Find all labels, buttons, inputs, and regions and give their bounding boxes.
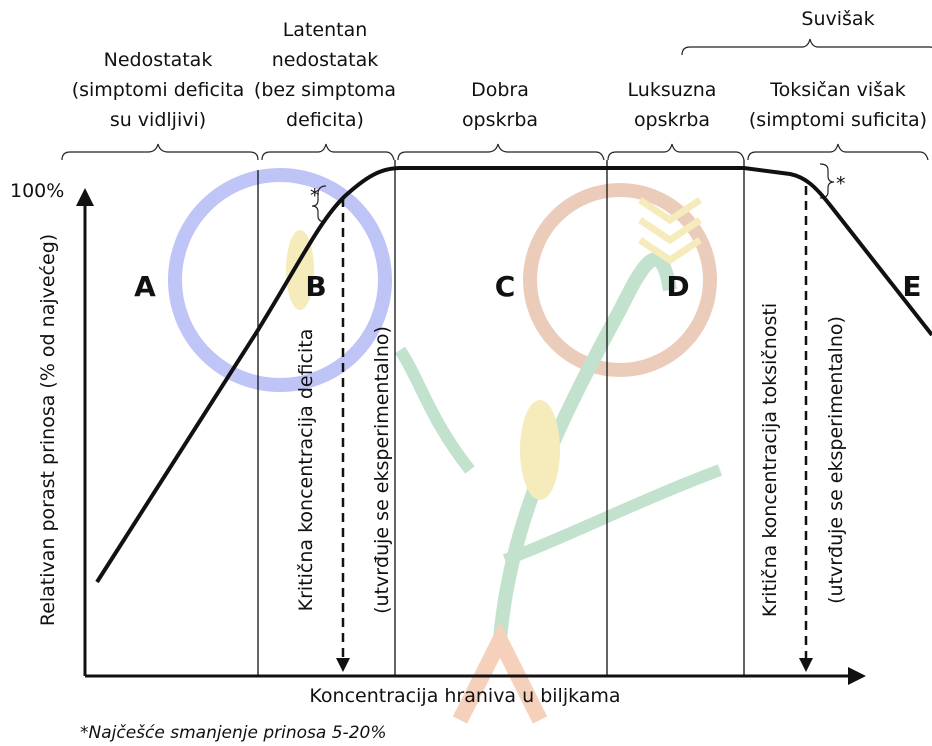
zone-label: (simptomi suficita) [749,109,927,131]
braces [61,38,932,223]
watermark [168,168,723,724]
y-axis-label: Relativan porast prinosa (% od najvećeg) [37,234,59,626]
zone-letter: C [495,270,516,303]
zone-label: opskrba [462,109,538,131]
zone-lines [257,160,745,676]
zone-label: nedostatak [272,49,379,71]
zone-letter: D [666,270,689,303]
zone-label: Dobra [471,79,529,101]
asterisk: * [836,173,846,195]
vertical-label: Kritična koncentracija deficita [295,329,317,612]
critical-lines [336,186,813,672]
percent-label: 100% [10,180,64,202]
vertical-label: Kritična koncentracija toksičnosti [759,303,781,617]
zone-label: Latentan [283,19,368,41]
zone-letter: B [305,270,326,303]
zone-label: (simptomi deficita [72,79,245,101]
vertical-label: (utvrđuje se eksperimentalno) [825,316,847,604]
yield-curve [95,166,932,584]
zone-label: deficita) [286,109,364,131]
zone-label: Luksuzna [628,79,717,101]
zone-label: Toksičan višak [769,79,905,101]
zone-letter: E [902,270,921,303]
x-axis-label: Koncentracija hraniva u biljkama [309,685,620,707]
footnote: *Najčešće smanjenje prinosa 5-20% [80,723,386,743]
zone-label: su vidljivi) [110,109,206,131]
zone-label: opskrba [634,109,710,131]
excess-label: Suvišak [801,8,874,30]
zone-labels: Nedostatak (simptomi deficita su vidljivi)… [72,19,927,303]
zone-letter: A [134,270,156,303]
zone-label: (bez simptoma [254,79,396,101]
zone-label: Nedostatak [104,49,213,71]
vertical-label: (utvrđuje se eksperimentalno) [371,326,393,614]
asterisk: * [310,185,320,207]
axes [76,188,866,685]
